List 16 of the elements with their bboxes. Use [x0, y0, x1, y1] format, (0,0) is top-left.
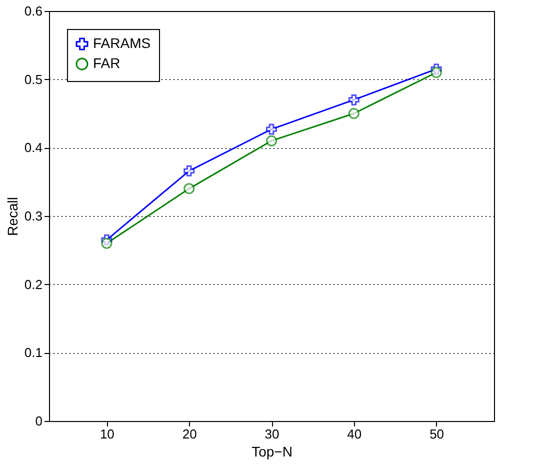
y-tick-label: 0.6 — [24, 4, 42, 18]
x-tick-label: 40 — [347, 426, 362, 442]
y-tick-label: 0.2 — [24, 276, 42, 292]
y-tick-label: 0.4 — [24, 140, 42, 156]
y-tick-label: 0 — [35, 414, 42, 428]
y-tick-label: 0.5 — [24, 72, 42, 87]
y-tick-label: 0.1 — [24, 345, 42, 360]
x-tick-label: 10 — [100, 426, 114, 442]
x-tick-label: 30 — [264, 426, 280, 442]
legend-label: FAR — [93, 55, 120, 71]
x-axis-title: Top−N — [252, 444, 292, 460]
legend-label: FARAMS — [93, 35, 151, 51]
y-tick-label: 0.3 — [24, 208, 42, 224]
y-axis-title: Recall — [4, 197, 20, 236]
x-tick-label: 20 — [182, 426, 197, 442]
x-tick-label: 50 — [430, 426, 444, 442]
